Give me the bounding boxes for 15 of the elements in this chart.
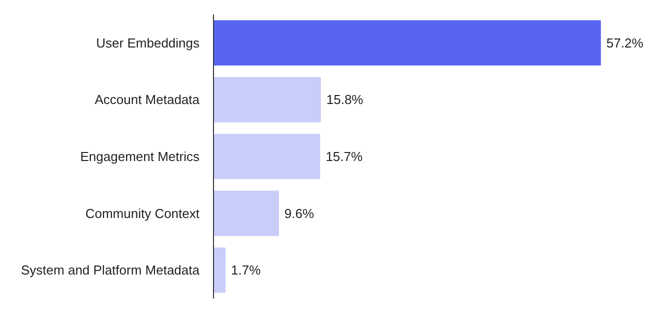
bar bbox=[214, 190, 279, 236]
y-tick-label: Community Context bbox=[85, 206, 200, 221]
data-label: 15.7% bbox=[326, 149, 363, 164]
y-tick-label: User Embeddings bbox=[96, 35, 200, 50]
data-label: 15.8% bbox=[326, 92, 364, 108]
bar bbox=[214, 20, 601, 66]
bar bbox=[214, 247, 226, 293]
data-label: 9.6% bbox=[284, 206, 315, 221]
y-tick-label: Engagement Metrics bbox=[80, 149, 200, 164]
data-label: 57.2% bbox=[606, 35, 644, 50]
y-tick-label: System and Platform Metadata bbox=[21, 262, 200, 278]
y-tick-label: Account Metadata bbox=[94, 92, 200, 108]
bar bbox=[214, 77, 321, 122]
data-label: 1.7% bbox=[231, 262, 262, 278]
bar bbox=[214, 134, 320, 180]
